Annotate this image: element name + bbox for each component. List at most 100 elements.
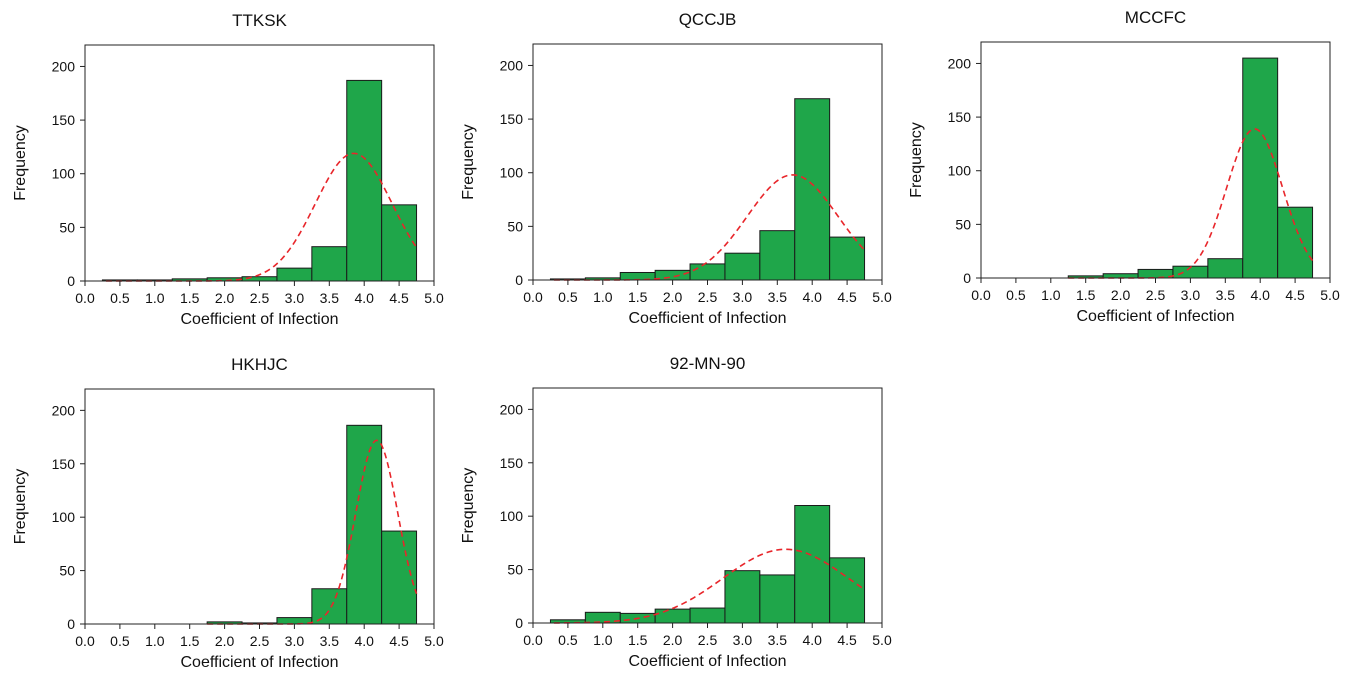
x-tick-label: 5.0: [424, 290, 444, 306]
y-tick-label: 0: [515, 272, 523, 288]
x-tick-label: 1.5: [628, 632, 648, 648]
y-axis-label: Frequency: [460, 124, 477, 200]
histogram-bar: [724, 570, 761, 624]
x-tick-label: 4.0: [354, 633, 374, 649]
y-axis-label: Frequency: [12, 469, 29, 545]
histogram-bar: [346, 424, 383, 625]
histogram-bar: [346, 79, 383, 282]
panel-title: QCCJB: [679, 10, 737, 29]
y-tick-label: 200: [500, 57, 524, 73]
x-tick-label: 2.0: [215, 633, 235, 649]
y-tick-label: 100: [52, 509, 76, 525]
x-tick-label: 0.5: [558, 632, 578, 648]
x-tick-label: 0.0: [75, 633, 95, 649]
x-tick-label: 4.0: [1250, 287, 1270, 303]
x-tick-label: 2.5: [250, 633, 270, 649]
x-tick-label: 2.5: [250, 290, 270, 306]
x-tick-label: 4.0: [802, 632, 822, 648]
y-tick-label: 200: [52, 58, 76, 74]
x-tick-label: 4.5: [389, 290, 409, 306]
y-axis-label: Frequency: [908, 122, 925, 198]
x-tick-label: 3.0: [285, 290, 305, 306]
histogram-bar: [619, 271, 656, 281]
histogram-panel: 0.0 0.5 1.0 1.5 2.0 2.5 3.0 3.5 4.0 4.5 5.0 0 50 100 1…: [460, 354, 892, 670]
panel-title: HKHJC: [231, 355, 288, 374]
histogram-bar: [759, 574, 796, 624]
y-tick-label: 200: [500, 401, 524, 417]
x-tick-label: 2.0: [663, 289, 683, 305]
x-tick-label: 1.0: [1041, 287, 1061, 303]
histogram-bar: [724, 252, 761, 281]
x-tick-label: 2.5: [698, 632, 718, 648]
panel-title: TTKSK: [232, 11, 287, 30]
x-tick-label: 4.0: [354, 290, 374, 306]
x-tick-label: 0.5: [558, 289, 578, 305]
histogram-bar: [1207, 258, 1244, 279]
x-tick-label: 3.5: [1216, 287, 1236, 303]
histogram-bar: [654, 269, 691, 281]
x-tick-label: 0.5: [110, 633, 130, 649]
x-axis-label: Coefficient of Infection: [180, 311, 338, 328]
histogram-bar: [311, 246, 348, 282]
x-tick-label: 2.0: [663, 632, 683, 648]
histogram-bar: [381, 530, 418, 625]
y-axis-label: Frequency: [12, 125, 29, 201]
y-tick-label: 150: [948, 109, 972, 125]
x-tick-label: 0.0: [523, 289, 543, 305]
y-tick-label: 100: [500, 508, 524, 524]
histogram-panel: 0.0 0.5 1.0 1.5 2.0 2.5 3.0 3.5 4.0 4.5 5.0 0 50 100 1…: [908, 8, 1340, 325]
y-tick-label: 50: [955, 216, 971, 232]
y-tick-label: 150: [52, 456, 76, 472]
histogram-bar: [276, 617, 313, 625]
x-tick-label: 1.5: [1076, 287, 1096, 303]
y-tick-label: 150: [500, 455, 524, 471]
x-tick-label: 0.5: [110, 290, 130, 306]
histogram-bar: [1137, 268, 1174, 279]
x-tick-label: 0.0: [971, 287, 991, 303]
x-tick-label: 3.5: [320, 290, 340, 306]
x-axis-label: Coefficient of Infection: [1076, 308, 1234, 325]
histogram-panel: 0.0 0.5 1.0 1.5 2.0 2.5 3.0 3.5 4.0 4.5 5.0 0 50 100 1…: [12, 11, 444, 328]
histogram-bar: [311, 588, 348, 625]
x-tick-label: 3.0: [733, 632, 753, 648]
histogram-bar: [689, 263, 726, 281]
x-tick-label: 2.5: [1146, 287, 1166, 303]
histogram-bar: [654, 608, 691, 624]
histogram-bar: [794, 505, 831, 624]
x-tick-label: 3.0: [285, 633, 305, 649]
panel-title: MCCFC: [1125, 8, 1186, 27]
histogram-bar: [1277, 206, 1314, 279]
x-tick-label: 4.5: [837, 632, 857, 648]
x-tick-label: 3.5: [768, 289, 788, 305]
x-tick-label: 3.0: [1181, 287, 1201, 303]
x-tick-label: 1.0: [145, 290, 165, 306]
x-tick-label: 3.5: [320, 633, 340, 649]
x-tick-label: 1.5: [628, 289, 648, 305]
histogram-bar: [689, 607, 726, 624]
y-tick-label: 100: [948, 163, 972, 179]
histogram-bar: [794, 98, 831, 281]
histogram-bar: [276, 267, 313, 282]
histogram-bar: [759, 230, 796, 281]
y-tick-label: 50: [59, 563, 75, 579]
x-axis-label: Coefficient of Infection: [628, 310, 786, 327]
x-tick-label: 5.0: [872, 289, 892, 305]
x-tick-label: 5.0: [1320, 287, 1340, 303]
y-tick-label: 0: [67, 273, 75, 289]
y-tick-label: 50: [507, 562, 523, 578]
y-tick-label: 0: [67, 616, 75, 632]
x-tick-label: 1.5: [180, 290, 200, 306]
x-tick-label: 4.0: [802, 289, 822, 305]
x-tick-label: 0.0: [523, 632, 543, 648]
histogram-bar: [829, 236, 866, 281]
y-tick-label: 50: [507, 218, 523, 234]
x-tick-label: 5.0: [424, 633, 444, 649]
x-tick-label: 2.0: [215, 290, 235, 306]
histogram-bar: [829, 557, 866, 624]
x-axis-label: Coefficient of Infection: [628, 653, 786, 670]
y-tick-label: 50: [59, 219, 75, 235]
x-tick-label: 4.5: [837, 289, 857, 305]
fit-curve: [553, 548, 865, 624]
panel-title: 92-MN-90: [670, 354, 746, 373]
